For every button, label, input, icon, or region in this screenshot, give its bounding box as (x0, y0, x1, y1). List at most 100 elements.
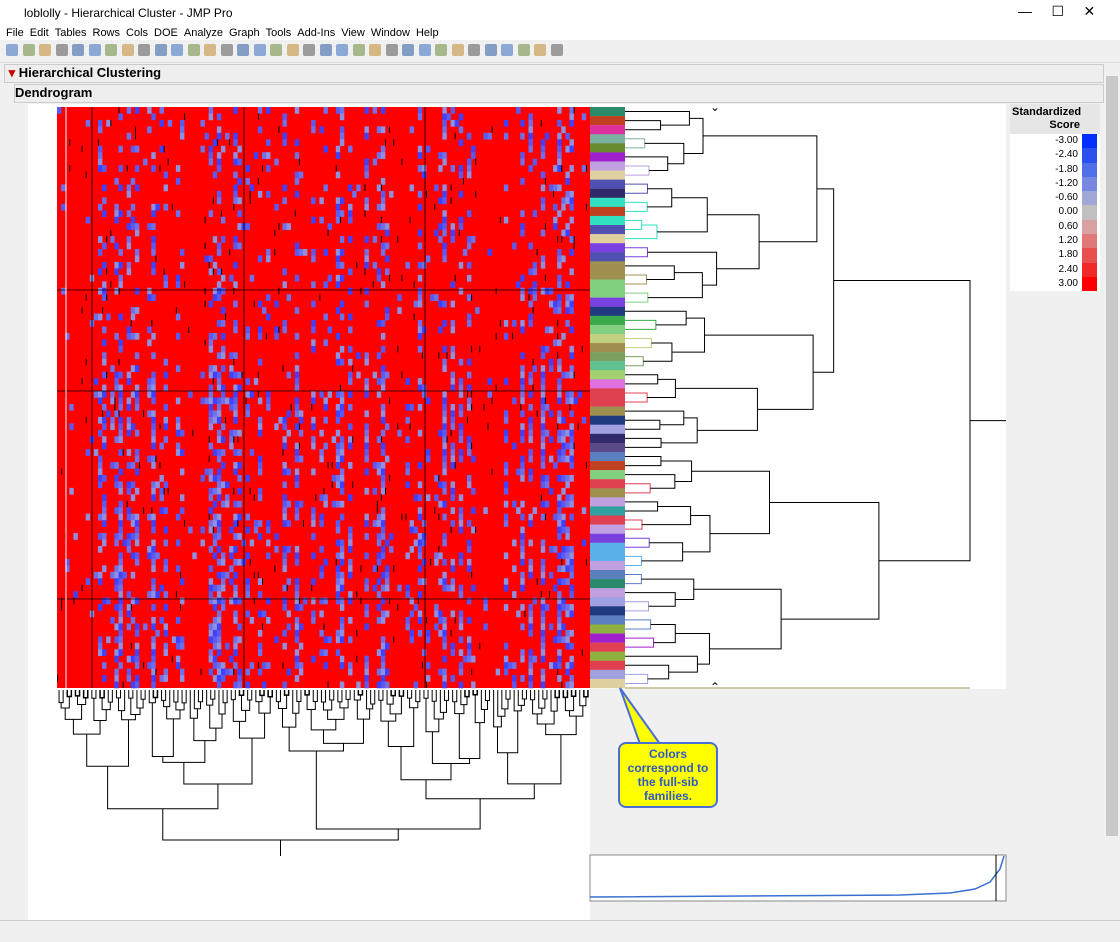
heatmap-cell (208, 468, 214, 476)
heatmap-cell (540, 591, 542, 598)
menu-item[interactable]: Graph (229, 27, 260, 39)
heatmap-cell (233, 352, 238, 360)
heatmap-cell (458, 261, 464, 269)
heatmap-cell (512, 675, 517, 682)
heatmap-cell (233, 190, 238, 198)
heatmap-cell (163, 591, 168, 598)
tool-button[interactable] (435, 44, 447, 56)
tool-button[interactable] (6, 44, 18, 56)
heatmap-cell (458, 552, 464, 560)
menu-item[interactable]: Window (370, 27, 410, 39)
heatmap-cell (569, 365, 574, 372)
heatmap-cell (458, 649, 464, 657)
tool-button[interactable] (418, 44, 431, 56)
heatmap-cell (364, 442, 369, 450)
tool-button[interactable] (55, 44, 68, 56)
heatmap-cell (397, 604, 399, 611)
heatmap-cell (216, 126, 222, 134)
tool-button[interactable] (352, 44, 365, 56)
heatmap-cell (458, 584, 464, 592)
report-header[interactable]: ▾ Hierarchical Clustering (4, 64, 1104, 83)
tool-button[interactable] (501, 44, 513, 56)
menu-item[interactable]: View (341, 27, 365, 39)
heatmap-cell (376, 468, 382, 476)
tool-button[interactable] (105, 44, 117, 56)
tool-button[interactable] (22, 44, 35, 56)
tool-button[interactable] (402, 44, 414, 56)
tool-button[interactable] (303, 44, 315, 56)
tool-button[interactable] (187, 44, 200, 56)
heatmap-cell (69, 487, 74, 495)
heatmap-cell (458, 520, 464, 527)
tool-button[interactable] (369, 44, 381, 56)
heatmap-cell (458, 681, 464, 689)
heatmap-cell (405, 378, 410, 385)
heatmap-cell (114, 636, 119, 644)
heatmap-cell (331, 474, 337, 482)
tool-button[interactable] (138, 44, 150, 56)
tool-button[interactable] (72, 44, 84, 56)
heatmap-cell (311, 197, 316, 205)
tool-button[interactable] (550, 44, 563, 56)
heatmap-cell (569, 591, 574, 598)
tool-button[interactable] (154, 44, 167, 56)
tool-button[interactable] (385, 44, 398, 56)
menu-item[interactable]: Edit (29, 27, 49, 39)
heatmap-cell (311, 255, 316, 263)
tool-button[interactable] (204, 44, 216, 56)
tool-button[interactable] (39, 44, 51, 56)
tool-button[interactable] (484, 44, 497, 56)
heatmap-cell (380, 378, 386, 385)
section-header[interactable]: Dendrogram (14, 84, 1104, 103)
tool-button[interactable] (171, 44, 183, 56)
heatmap-cell (327, 274, 332, 282)
menu-item[interactable]: DOE (154, 27, 178, 39)
tool-button[interactable] (253, 44, 266, 56)
heatmap-cell (561, 623, 566, 631)
heatmap-cell (376, 184, 382, 192)
menu-item[interactable]: Help (415, 27, 439, 39)
dendrogram-branch (339, 699, 349, 709)
menu-item[interactable]: Add-Ins (297, 27, 336, 39)
heatmap-cell (233, 429, 238, 437)
tool-button[interactable] (270, 44, 282, 56)
window-controls[interactable]: — ☐ ✕ (1018, 3, 1096, 19)
menu-item[interactable]: Analyze (183, 27, 224, 39)
tool-button[interactable] (336, 44, 348, 56)
heatmap-cell (421, 539, 427, 547)
menu-item[interactable]: Tools (265, 27, 292, 39)
tool-button[interactable] (319, 44, 332, 56)
heatmap-cell (282, 642, 287, 650)
menu-item[interactable]: Cols (126, 27, 149, 39)
heatmap-cell (417, 552, 423, 560)
heatmap-cell (520, 397, 525, 405)
scrollbar[interactable] (1104, 64, 1120, 920)
heatmap-cell (114, 216, 119, 224)
tool-button[interactable] (517, 44, 530, 56)
tool-button[interactable] (220, 44, 233, 56)
tool-button[interactable] (534, 44, 546, 56)
tool-button[interactable] (121, 44, 134, 56)
heatmap-cell (569, 474, 574, 482)
heatmap-cell (471, 455, 476, 463)
heatmap-cell (528, 539, 533, 547)
heatmap-cell (434, 552, 439, 560)
menu-item[interactable]: Tables (54, 27, 87, 39)
heatmap-cell (311, 552, 316, 560)
tool-button[interactable] (468, 44, 480, 56)
menu-item[interactable]: Rows (92, 27, 121, 39)
heatmap-cell (208, 403, 214, 411)
heatmap-cell (540, 378, 546, 385)
heatmap-cell (233, 326, 238, 334)
heatmap-cell (114, 397, 116, 404)
tool-button[interactable] (237, 44, 249, 56)
heatmap-cell (417, 107, 423, 114)
heatmap-cell (417, 591, 423, 598)
menu-item[interactable]: File (6, 27, 24, 39)
tool-button[interactable] (88, 44, 101, 56)
tool-button[interactable] (286, 44, 299, 56)
heatmap-cell (151, 539, 156, 547)
heatmap-cell (221, 236, 226, 243)
heatmap-cell (364, 358, 369, 366)
tool-button[interactable] (451, 44, 464, 56)
